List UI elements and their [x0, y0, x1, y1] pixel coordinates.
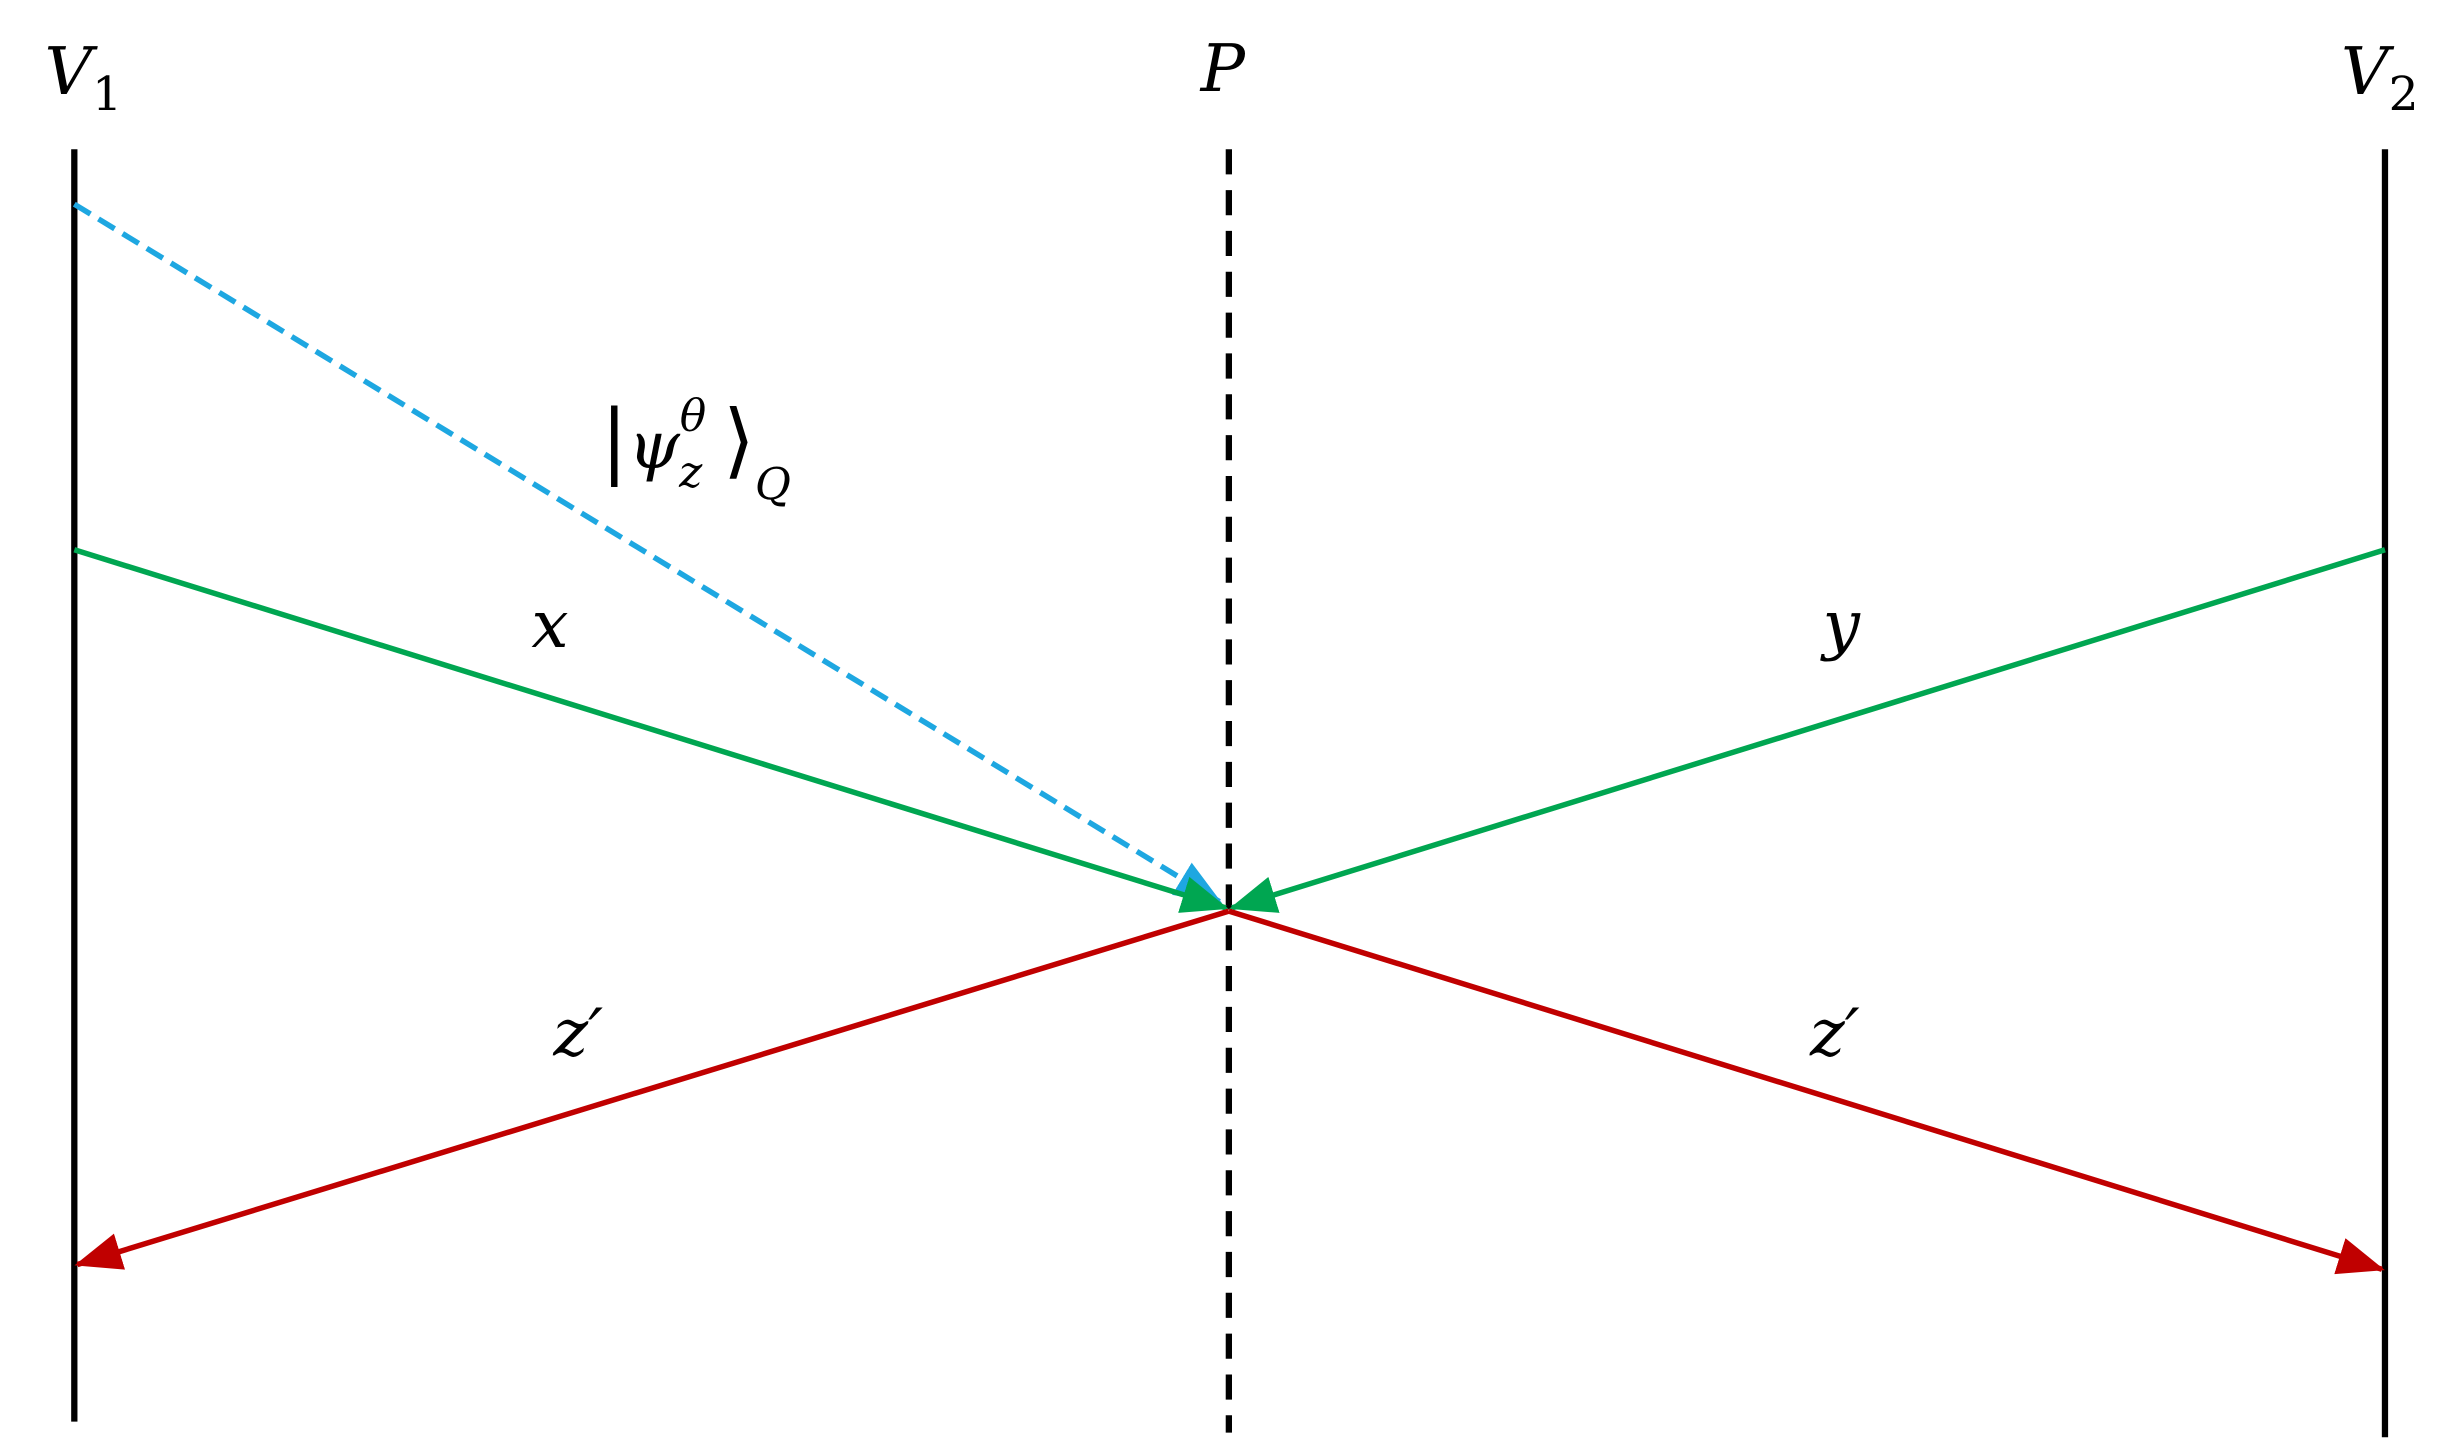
v1-label-sub: 1 — [92, 67, 122, 122]
v1-label: V1 — [44, 33, 122, 122]
x-arrow — [73, 547, 1229, 913]
y-arrow — [1228, 547, 2386, 913]
x-label: x — [531, 586, 568, 663]
v2-label-sub: 2 — [2389, 67, 2419, 122]
psi-main: ψ — [628, 407, 681, 484]
psi-sup: θ — [680, 390, 706, 441]
z-label-left: z′ — [552, 995, 603, 1072]
psi-sub: z — [678, 447, 703, 498]
z-arrow-left — [74, 908, 1230, 1270]
z-arrow-right — [1228, 908, 2385, 1275]
v2-label-main: V — [2341, 33, 2395, 110]
p-label: P — [1200, 30, 1247, 107]
psi-label: |ψθ z ⟩Q — [601, 390, 791, 510]
psi-ket-sub: Q — [755, 460, 791, 511]
z-label-right: z′ — [1809, 995, 1860, 1072]
y-label: y — [1820, 586, 1861, 663]
psi-open: | — [601, 393, 629, 488]
v2-label: V2 — [2341, 33, 2419, 122]
psi-close: ⟩ — [723, 393, 755, 488]
v1-label-main: V — [44, 33, 98, 110]
quantum-arrow — [72, 201, 1223, 904]
